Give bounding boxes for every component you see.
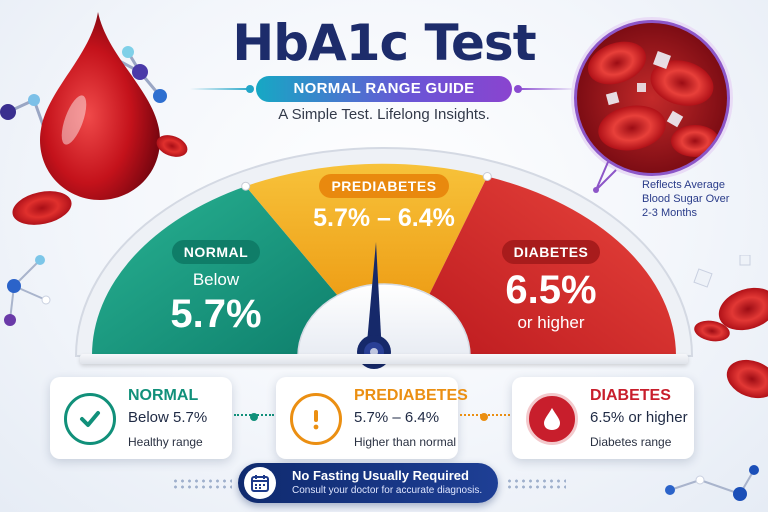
footer-sub-text: Consult your doctor for accurate diagnos…: [292, 485, 483, 496]
tagline: A Simple Test. Lifelong Insights.: [278, 106, 490, 123]
connector: [460, 413, 510, 421]
diabetes-pill: DIABETES: [501, 240, 601, 264]
page-title: HbA1c Test: [232, 14, 536, 72]
normal-pill: NORMAL: [171, 240, 261, 264]
divider: [190, 85, 254, 93]
prediabetes-range: 5.7% – 6.4%: [313, 204, 455, 232]
red-blood-cells-decoration: [693, 255, 768, 399]
fasting-banner: No Fasting Usually Required Consult your…: [238, 463, 498, 503]
diabetes-segment: [429, 176, 676, 356]
molecule-icon: [4, 255, 51, 326]
magnified-blood-cells: [574, 20, 730, 176]
diabetes-value: 6.5%: [505, 268, 597, 312]
diabetes-gauge-label: DIABETES 6.5% or higher: [476, 240, 626, 333]
footer-main-text: No Fasting Usually Required: [292, 468, 469, 483]
card-title: PREDIABETES: [354, 387, 468, 404]
hba1c-gauge: NORMAL Below 5.7% PREDIABETES 5.7% – 6.4…: [66, 142, 702, 382]
note-line: Reflects Average: [642, 179, 725, 191]
blood-drop-icon: [526, 393, 578, 445]
card-range: Below 5.7%: [128, 409, 208, 426]
exclamation-icon: [290, 393, 342, 445]
normal-value: 5.7%: [170, 292, 262, 336]
card-title: DIABETES: [590, 387, 671, 404]
card-note: Higher than normal: [354, 435, 457, 449]
card-note: Diabetes range: [590, 435, 672, 449]
gauge-arc: [74, 147, 694, 369]
normal-sub: Below: [192, 270, 240, 289]
normal-gauge-label: NORMAL Below 5.7%: [146, 240, 286, 337]
card-range: 6.5% or higher: [590, 409, 688, 426]
normal-card: NORMAL Below 5.7% Healthy range: [50, 377, 232, 459]
normal-segment: [91, 186, 338, 356]
gauge-needle: [366, 242, 382, 354]
prediabetes-card: PREDIABETES 5.7% – 6.4% Higher than norm…: [276, 377, 468, 459]
note-line: Blood Sugar Over: [642, 193, 730, 205]
molecule-icon: [665, 465, 759, 501]
blood-sugar-note: Reflects Average Blood Sugar Over 2-3 Mo…: [642, 178, 738, 220]
card-title: NORMAL: [128, 387, 199, 404]
diabetes-card: DIABETES 6.5% or higher Diabetes range: [512, 377, 694, 459]
subtitle-banner: NORMAL RANGE GUIDE: [190, 76, 578, 102]
blood-drop-illustration: [0, 12, 188, 225]
check-icon: [64, 393, 116, 445]
decorative-dots: [506, 478, 566, 490]
red-blood-cells-image: [587, 41, 719, 157]
callout-pointer: [593, 161, 617, 193]
card-range: 5.7% – 6.4%: [354, 409, 440, 426]
subtitle-pill: NORMAL RANGE GUIDE: [256, 76, 512, 102]
divider: [514, 85, 578, 93]
prediabetes-gauge-label: PREDIABETES 5.7% – 6.4%: [284, 174, 484, 233]
note-line: 2-3 Months: [642, 207, 698, 219]
gauge-base: [80, 354, 688, 364]
decorative-dots: [172, 478, 232, 490]
calendar-icon: [244, 467, 276, 499]
card-note: Healthy range: [128, 435, 203, 449]
diabetes-sub: or higher: [517, 313, 585, 332]
connector: [234, 413, 274, 421]
prediabetes-pill: PREDIABETES: [319, 174, 449, 198]
